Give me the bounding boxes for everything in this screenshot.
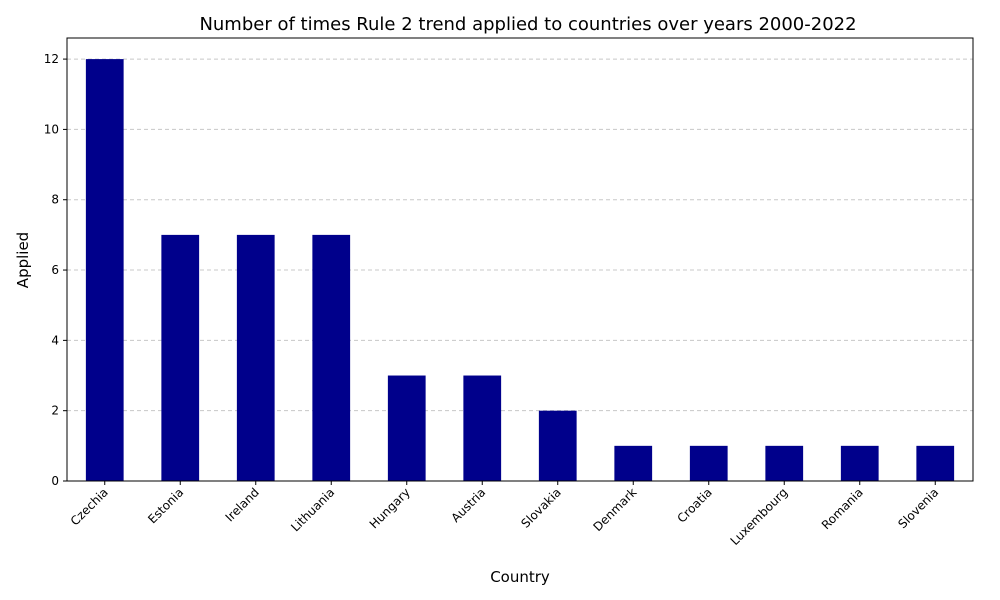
y-axis-label: Applied [14, 232, 32, 288]
bar-ireland [236, 234, 275, 481]
x-tick-label: Lithuania [288, 485, 337, 534]
y-axis: 0 2 4 6 8 10 12 [44, 52, 67, 488]
x-tick-label: Luxembourg [728, 485, 791, 548]
x-tick-label: Slovakia [518, 485, 564, 531]
x-axis: Czechia Estonia Ireland Lithuania Hungary Aus… [68, 481, 941, 548]
gridlines [67, 58, 973, 412]
bar-denmark [614, 445, 653, 481]
chart-title: Number of times Rule 2 trend applied to … [199, 14, 856, 35]
x-tick-label: Austria [448, 485, 488, 525]
bar-luxembourg [765, 445, 804, 481]
x-tick-label: Hungary [367, 485, 413, 531]
y-tick-label: 0 [51, 474, 59, 488]
bars [85, 59, 955, 481]
bar-slovakia [538, 410, 577, 481]
x-tick-label: Ireland [223, 485, 262, 524]
y-tick-label: 10 [44, 122, 59, 136]
y-tick-label: 2 [51, 404, 59, 418]
bar-czechia [85, 59, 124, 481]
x-tick-label: Estonia [145, 485, 186, 526]
bar-romania [840, 445, 879, 481]
x-tick-label: Denmark [590, 485, 639, 534]
y-tick-label: 12 [44, 52, 59, 66]
bar-lithuania [312, 234, 351, 481]
bar-hungary [387, 375, 426, 481]
x-tick-label: Croatia [674, 485, 714, 525]
bar-estonia [161, 234, 200, 481]
x-tick-label: Czechia [68, 485, 111, 528]
x-tick-label: Romania [819, 485, 866, 532]
x-tick-label: Slovenia [895, 485, 941, 531]
y-tick-label: 8 [51, 193, 59, 207]
bar-austria [463, 375, 502, 481]
bar-croatia [689, 445, 728, 481]
y-tick-label: 4 [51, 333, 59, 347]
y-tick-label: 6 [51, 263, 59, 277]
plot-frame [66, 37, 974, 482]
x-axis-label: Country [490, 568, 550, 586]
bar-slovenia [916, 445, 955, 481]
